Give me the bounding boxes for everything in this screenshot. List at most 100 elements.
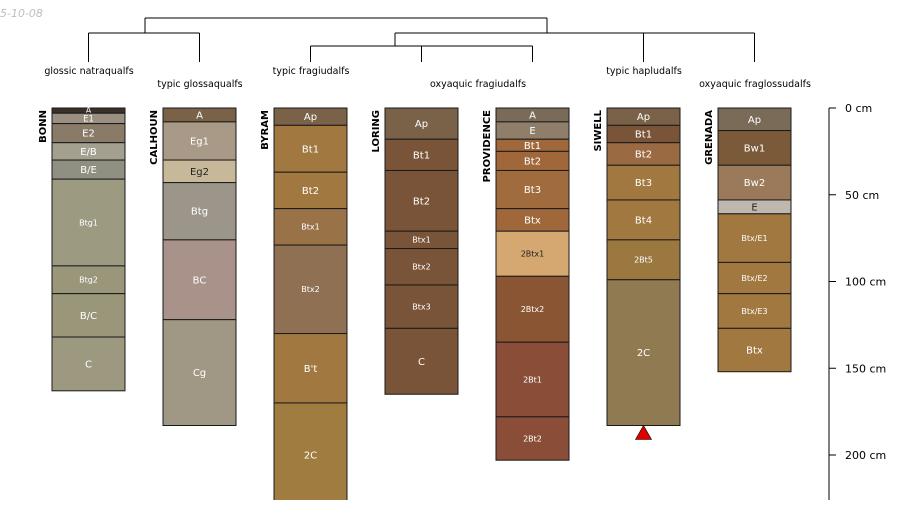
horizon-label: Btg2: [79, 276, 98, 285]
axis-tick-label: 0 cm: [845, 102, 872, 115]
horizon-rect: [606, 164, 681, 201]
horizon-rect: [384, 169, 459, 232]
horizon-label: BC: [193, 275, 207, 286]
horizon-label: Btx2: [301, 285, 319, 294]
profile-siwell: Ap Bt1 Bt2 Bt3 Bt4 2Bt5 2C SIWELL: [593, 107, 681, 427]
axis-tick-label: 200 cm: [845, 449, 886, 462]
taxon-label: oxyaquic fragiudalfs: [430, 79, 526, 90]
taxon-label: typic fragiudalfs: [273, 66, 350, 77]
horizon-rect: [273, 124, 348, 173]
horizon-label: Bt2: [635, 149, 652, 160]
horizon-rect: [717, 293, 792, 329]
horizon-label: Btx: [746, 346, 763, 357]
horizon-label: Bt2: [302, 186, 319, 197]
profile-name: SIWELL: [593, 109, 604, 151]
horizon-label: A: [196, 110, 203, 121]
horizon-rect: [51, 293, 126, 338]
horizon-rect: [606, 239, 681, 281]
horizon-label: Ap: [415, 119, 428, 130]
horizon-label: 2Btx1: [521, 250, 545, 259]
horizon-label: C: [418, 357, 425, 368]
profile-byram: Ap Bt1 Bt2 Btx1 Btx2 B't 2C BYRAM: [260, 107, 348, 505]
horizon-label: C: [85, 359, 92, 370]
axis-tick-label: 150 cm: [845, 362, 886, 375]
horizon-rect: [606, 279, 681, 427]
taxon-labels: glossic natraqualfs typic glossaqualfs typ…: [44, 66, 811, 90]
horizon-label: 2Bt5: [634, 256, 653, 265]
profile-name: BONN: [38, 110, 49, 143]
horizon-rect: [162, 182, 237, 241]
horizon-rect: [495, 230, 570, 277]
profile-loring: Ap Bt1 Bt2 Btx1 Btx2 Btx3 C LORING: [371, 107, 459, 395]
profile-name: GRENADA: [704, 110, 715, 165]
profile-grenada: Ap Bw1 Bw2 E Btx/E1 Btx/E2 Btx/E3 Btx GRENADA: [704, 107, 792, 373]
horizon-label: Btg: [191, 207, 208, 218]
horizon-label: Bt1: [413, 150, 430, 161]
horizon-label: Bt1: [302, 144, 319, 155]
horizon-label: Bt2: [413, 196, 430, 207]
horizon-label: A: [529, 110, 536, 121]
horizon-label: Eg1: [190, 136, 209, 147]
horizon-rect: [162, 239, 237, 321]
horizon-label: Btx3: [412, 302, 430, 311]
horizon-label: Ap: [748, 115, 761, 126]
horizon-rect: [51, 265, 126, 295]
profile-name: CALHOUN: [149, 110, 160, 165]
horizon-rect: [717, 130, 792, 166]
horizon-label: 2C: [304, 451, 317, 462]
horizon-label: Bw2: [744, 178, 765, 189]
profile-name: LORING: [371, 110, 382, 153]
axis-tick-label: 100 cm: [845, 276, 886, 289]
axis-tick-label: 50 cm: [845, 189, 879, 202]
horizon-rect: [51, 336, 126, 392]
horizon-rect: [273, 171, 348, 210]
horizon-label: B/C: [80, 311, 97, 322]
horizon-rect: [162, 319, 237, 427]
soil-profiles: A E1 E2 E/B B/E Btg1 Btg2 B/C C BONN A Eg1 Eg2 Btg BC C…: [38, 107, 792, 505]
horizon-label: Ap: [304, 112, 317, 123]
taxon-label: glossic natraqualfs: [44, 66, 133, 77]
profile-name: PROVIDENCE: [482, 110, 493, 183]
horizon-label: E2: [82, 129, 95, 140]
horizon-label: Cg: [193, 368, 206, 379]
horizon-label: Bt1: [635, 130, 652, 141]
horizon-rect: [717, 164, 792, 201]
horizon-rect: [717, 327, 792, 373]
horizon-rect: [273, 244, 348, 335]
horizon-label: 2Bt1: [523, 375, 542, 384]
dendrogram: [88, 17, 755, 62]
horizon-label: Bw1: [744, 143, 765, 154]
horizon-rect: [51, 178, 126, 267]
horizon-label: B/E: [80, 165, 97, 176]
horizon-rect: [495, 275, 570, 343]
profile-calhoun: A Eg1 Eg2 Btg BC Cg CALHOUN: [149, 107, 237, 427]
horizon-rect: [384, 107, 459, 140]
horizon-rect: [384, 327, 459, 395]
horizon-rect: [717, 261, 792, 295]
horizon-rect: [273, 333, 348, 404]
horizon-label: E1: [83, 114, 94, 124]
horizon-rect: [384, 284, 459, 329]
horizon-label: B't: [304, 364, 318, 375]
horizon-label: Btx1: [412, 236, 430, 245]
horizon-label: Btx1: [301, 223, 319, 232]
horizon-label: Btg1: [79, 218, 98, 227]
horizon-label: E: [751, 202, 757, 213]
horizon-label: E/B: [80, 147, 97, 158]
marker-triangle: [634, 424, 653, 440]
horizon-label: 2Bt2: [523, 434, 542, 443]
horizon-label: Btx/E1: [741, 234, 767, 243]
horizon-label: Bt3: [635, 178, 652, 189]
horizon-label: Btx: [524, 215, 541, 226]
horizon-rect: [717, 213, 792, 263]
profile-bonn: AE1 E2 E/B B/E Btg1 Btg2 B/C C BONN: [38, 107, 126, 392]
horizon-rect: [384, 138, 459, 171]
horizon-label: Btx2: [412, 263, 430, 272]
date-label: 5-10-08: [0, 7, 43, 20]
horizon-label: Btx/E3: [741, 307, 767, 316]
horizon-label: Eg2: [190, 167, 209, 178]
taxon-label: typic hapludalfs: [606, 66, 682, 77]
horizon-label: Bt1: [524, 141, 541, 152]
